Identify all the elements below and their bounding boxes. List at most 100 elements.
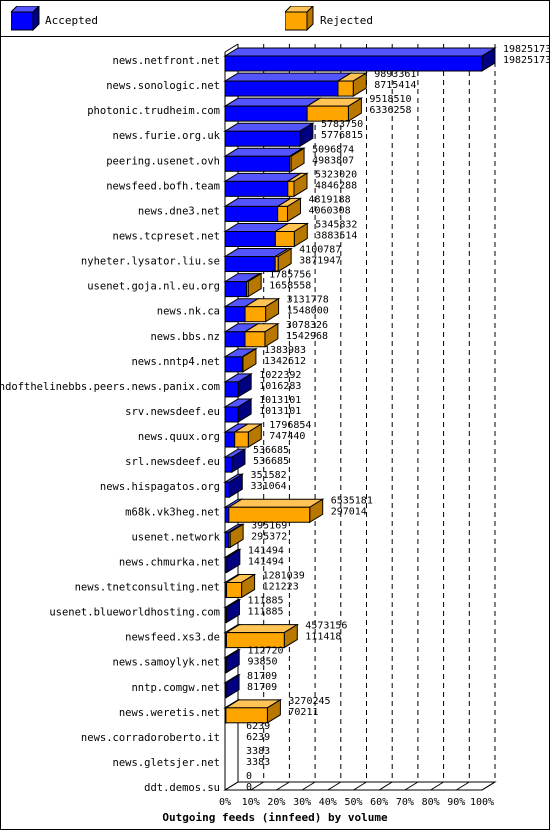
- accepted-value-label: 295372: [251, 531, 287, 542]
- legend-accepted-label: Accepted: [45, 14, 98, 27]
- total-value-label: 112720: [247, 646, 283, 657]
- accepted-value-label: 111885: [247, 607, 283, 618]
- category-label: usenet.blueworldhosting.com: [49, 607, 220, 619]
- rejected-bar: [337, 80, 354, 97]
- total-value-label: 6239: [246, 721, 270, 732]
- x-tick-label: 50%: [344, 797, 362, 808]
- category-label: nntp.comgw.net: [131, 682, 220, 694]
- total-value-label: 4100787: [299, 245, 341, 256]
- total-value-label: 3383: [246, 746, 270, 757]
- accepted-value-label: 536685: [253, 456, 289, 467]
- category-label: news.tcpreset.net: [113, 230, 220, 242]
- accepted-value-label: 1658558: [269, 281, 311, 292]
- total-value-label: 19825173: [503, 44, 550, 55]
- x-tick-label: 0%: [219, 797, 231, 808]
- rejected-bar: [228, 531, 231, 548]
- accepted-bar: [224, 607, 227, 624]
- x-tick-label: 10%: [242, 797, 260, 808]
- total-value-label: 1383983: [264, 345, 306, 356]
- x-tick-label: 70%: [396, 797, 414, 808]
- total-value-label: 351582: [251, 470, 287, 481]
- category-label: news.corradoroberto.it: [81, 732, 220, 744]
- rejected-bar: [234, 431, 249, 448]
- legend-rejected-swatch: [285, 6, 314, 31]
- accepted-bar-side: [225, 673, 240, 699]
- accepted-bar-top: [223, 47, 497, 57]
- category-label: news.samoylyk.net: [113, 657, 220, 669]
- accepted-value-label: 3383: [246, 757, 270, 768]
- x-tick: [430, 781, 444, 791]
- category-label: news.furie.org.uk: [113, 130, 221, 142]
- accepted-bar: [224, 506, 230, 523]
- accepted-value-label: 8715414: [374, 80, 416, 91]
- accepted-value-label: 111418: [305, 632, 341, 643]
- x-tick: [481, 781, 496, 791]
- accepted-value-label: 4060308: [308, 205, 350, 216]
- category-label: newsfeed.xs3.de: [125, 632, 220, 644]
- category-label: news.dne3.net: [138, 205, 220, 217]
- accepted-bar-top: [223, 97, 322, 107]
- accepted-bar-side: [228, 473, 243, 499]
- total-value-label: 1013101: [259, 395, 301, 406]
- x-tick: [224, 781, 239, 791]
- total-value-label: 6535181: [331, 495, 373, 506]
- accepted-bar: [224, 180, 289, 197]
- x-tick: [456, 781, 470, 791]
- accepted-bar: [224, 456, 233, 473]
- category-label: news.gletsjer.net: [113, 757, 220, 769]
- accepted-value-label: 1016283: [259, 381, 301, 392]
- accepted-bar-top: [223, 72, 353, 82]
- accepted-value-label: 331064: [251, 481, 287, 492]
- x-axis-title: Outgoing feeds (innfeed) by volume: [162, 811, 388, 824]
- accepted-bar: [224, 682, 227, 699]
- accepted-value-label: 70211: [288, 707, 318, 718]
- accepted-bar: [224, 306, 246, 323]
- x-tick: [378, 781, 393, 791]
- rejected-bar-top: [227, 498, 325, 508]
- rejected-bar: [306, 105, 349, 122]
- category-label: news.nntp4.net: [131, 356, 220, 368]
- category-label: news.netfront.net: [113, 55, 220, 67]
- total-value-label: 4819188: [308, 194, 350, 205]
- rejected-bar: [226, 581, 243, 598]
- category-label: newsfeed.bofh.team: [106, 180, 220, 192]
- accepted-bar: [224, 356, 243, 373]
- x-tick: [327, 781, 342, 791]
- accepted-bar: [224, 556, 228, 573]
- accepted-value-label: 1542968: [286, 331, 328, 342]
- accepted-value-label: 121223: [263, 581, 299, 592]
- category-label: usenet.goja.nl.eu.org: [87, 281, 220, 293]
- category-label: news.weretis.net: [119, 707, 220, 719]
- accepted-value-label: 5776815: [321, 130, 363, 141]
- total-value-label: 5783750: [321, 119, 363, 130]
- accepted-bar: [224, 381, 239, 398]
- accepted-value-label: 4846288: [315, 180, 357, 191]
- category-label: usenet.network: [131, 531, 220, 543]
- total-value-label: 5096874: [312, 144, 354, 155]
- total-value-label: 3131778: [287, 295, 329, 306]
- category-label: nyheter.lysator.liu.se: [81, 256, 220, 268]
- total-value-label: 1281039: [263, 570, 305, 581]
- x-tick: [250, 781, 264, 791]
- total-value-label: 81709: [247, 671, 277, 682]
- x-tick: [301, 781, 316, 791]
- accepted-value-label: 6239: [246, 732, 270, 743]
- accepted-value-label: 4983807: [312, 155, 354, 166]
- total-value-label: 5323020: [315, 169, 357, 180]
- x-tick-label: 80%: [422, 797, 440, 808]
- category-label: news.sonologic.net: [106, 80, 220, 92]
- category-label: endofthelinebbs.peers.news.panix.com: [0, 381, 220, 393]
- accepted-bar: [224, 657, 227, 674]
- accepted-value-label: 3883514: [315, 230, 357, 241]
- accepted-bar: [224, 230, 276, 247]
- total-value-label: 9518510: [369, 94, 411, 105]
- accepted-value-label: 1342612: [264, 356, 306, 367]
- x-tick: [404, 781, 419, 791]
- total-value-label: 1796854: [269, 420, 311, 431]
- total-value-label: 141494: [248, 545, 284, 556]
- accepted-value-label: 81709: [247, 682, 277, 693]
- total-value-label: 536685: [253, 445, 289, 456]
- accepted-bar: [224, 105, 308, 122]
- rejected-bar: [289, 155, 292, 172]
